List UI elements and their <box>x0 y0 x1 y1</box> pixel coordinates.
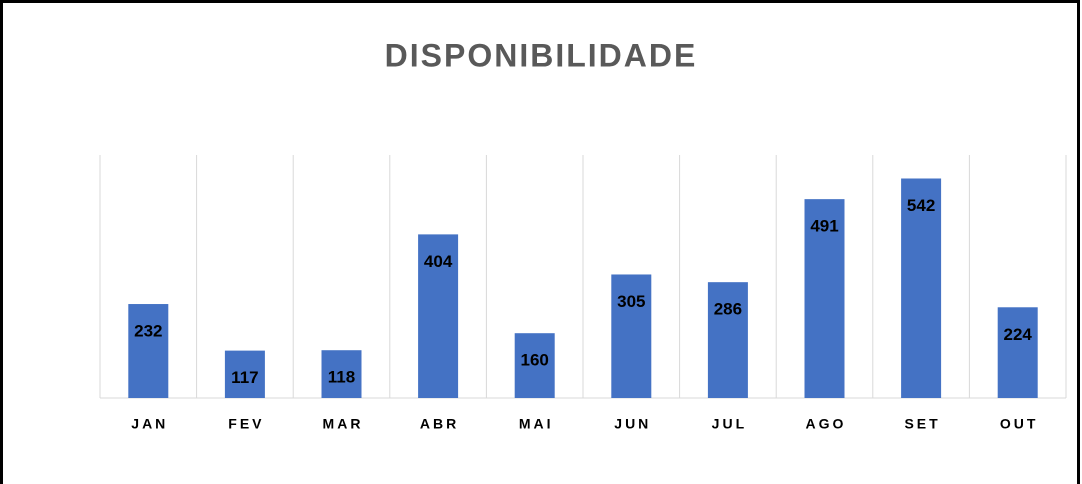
data-label: 491 <box>810 217 838 236</box>
x-tick-label: AGO <box>806 416 847 432</box>
x-tick-label: MAR <box>323 416 364 432</box>
chart-title: DISPONIBILIDADE <box>385 37 698 73</box>
bar <box>611 274 652 398</box>
x-tick-label: ABR <box>420 416 459 432</box>
bar <box>128 304 169 398</box>
data-label: 542 <box>907 196 935 215</box>
x-tick-label: JUN <box>614 416 651 432</box>
data-label: 305 <box>617 292 645 311</box>
bar <box>997 307 1038 398</box>
bar <box>901 178 942 398</box>
data-label: 118 <box>328 368 355 387</box>
data-label: 224 <box>1004 325 1033 344</box>
x-tick-label: SET <box>904 416 940 432</box>
data-label: 117 <box>231 368 258 387</box>
x-tick-label: JUL <box>712 416 747 432</box>
data-label: 286 <box>714 300 742 319</box>
x-tick-label: OUT <box>1000 416 1039 432</box>
bar <box>418 234 459 398</box>
bar <box>321 350 362 398</box>
x-tick-label: MAI <box>519 416 554 432</box>
data-label: 232 <box>134 322 162 341</box>
bar <box>707 282 748 398</box>
bar <box>224 350 265 398</box>
x-tick-label: FEV <box>228 416 264 432</box>
data-label: 160 <box>521 351 549 370</box>
bar <box>514 333 555 398</box>
x-tick-label: JAN <box>131 416 168 432</box>
bar <box>804 199 845 398</box>
data-label: 404 <box>424 252 453 271</box>
